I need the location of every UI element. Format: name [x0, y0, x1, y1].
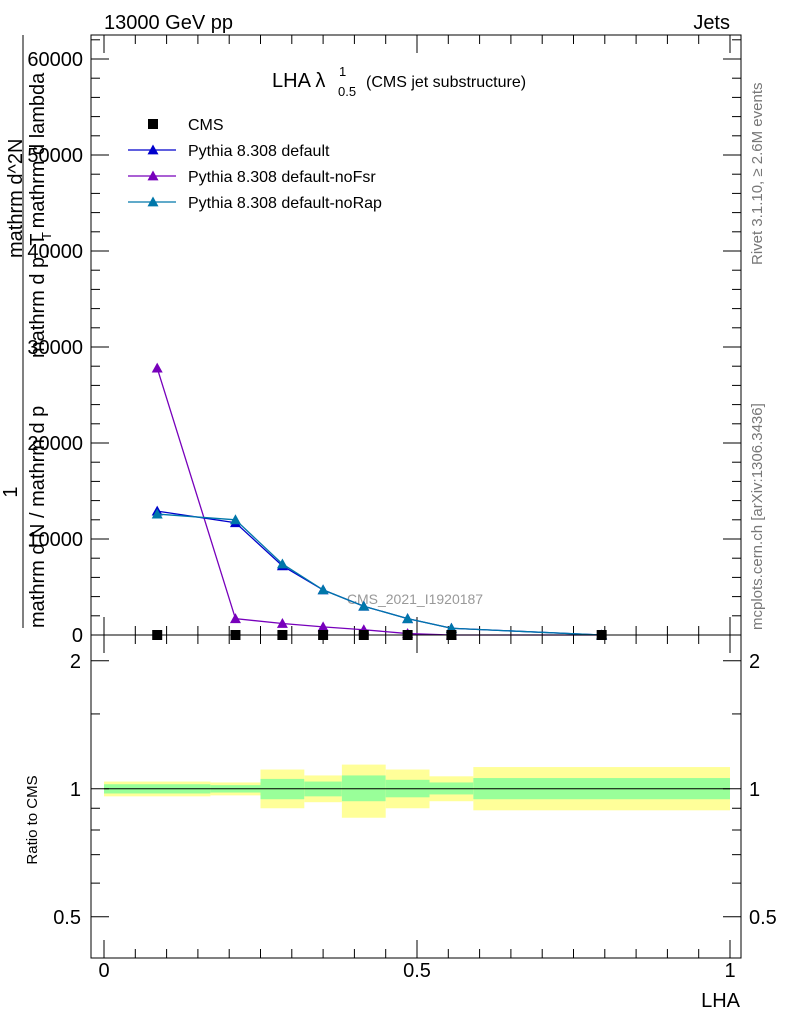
ratio-tick-labels: 0.5 0.5 1 1 2 2 0 0.5 1: [53, 651, 777, 982]
series-line-default: [157, 510, 602, 636]
y-tick-label: 60000: [27, 49, 83, 71]
title-sup: 1: [339, 64, 346, 79]
x-axis-title: LHA: [701, 990, 741, 1012]
y-title-T: T: [39, 232, 54, 240]
title-main: LHA λ: [272, 70, 325, 92]
series-default: [151, 505, 608, 640]
legend-marker: [147, 144, 159, 155]
legend-item-noRap: Pythia 8.308 default-noRap: [128, 195, 382, 212]
y-axis-title: 1 mathrm d N / mathrm d p mathrm d^2N ma…: [0, 35, 54, 628]
series-noRap: [151, 508, 608, 640]
watermark: CMS_2021_I1920187: [347, 591, 483, 607]
data-point-noRap: [402, 613, 414, 624]
data-point-noFsr: [317, 621, 329, 632]
x-tick-label: 0: [98, 960, 109, 982]
y-tick-label: 20000: [27, 433, 83, 455]
main-tick-labels: 0 10000 20000 30000 40000 50000 60000: [27, 49, 83, 647]
legend-marker: [147, 196, 159, 207]
legend-marker: [147, 170, 159, 181]
x-tick-label: 0.5: [403, 960, 431, 982]
y-title-numerator: 1: [0, 486, 22, 497]
y-tick-label: 10000: [27, 529, 83, 551]
main-panel: 0 10000 20000 30000 40000 50000 60000 CMS_2021…: [0, 34, 742, 647]
mcplots-label: mcplots.cern.ch [arXiv:1306.3436]: [749, 403, 766, 630]
y-title-line-2: mathrm d^2N: [5, 139, 27, 258]
legend-item-cms: CMS: [148, 117, 224, 134]
data-point-noFsr: [229, 613, 241, 624]
header-right: Jets: [693, 12, 730, 34]
ratio-y-title: Ratio to CMS: [24, 775, 41, 864]
legend-label: Pythia 8.308 default: [188, 143, 330, 160]
data-point-noRap: [229, 514, 241, 525]
ratio-y-tick-label-left: 1: [70, 779, 81, 801]
rivet-label: Rivet 3.1.10, ≥ 2.6M events: [749, 83, 766, 266]
series-line-noRap: [157, 513, 602, 636]
y-tick-label: 40000: [27, 241, 83, 263]
ratio-bands: [104, 764, 730, 818]
chart-title: LHA λ 1 0.5 (CMS jet substructure): [272, 64, 526, 99]
y-tick-label: 0: [72, 625, 83, 647]
legend-item-noFsr: Pythia 8.308 default-noFsr: [128, 169, 376, 186]
data-point-noRap: [317, 584, 329, 595]
title-sub: 0.5: [338, 84, 356, 99]
y-tick-label: 30000: [27, 337, 83, 359]
legend-marker: [148, 119, 158, 129]
ratio-y-tick-label-right: 2: [749, 651, 760, 673]
x-tick-label: 1: [724, 960, 735, 982]
y-title-line-1: mathrm d N / mathrm d p: [27, 406, 49, 628]
data-point-noRap: [151, 508, 163, 519]
ratio-y-tick-label-left: 0.5: [53, 907, 81, 929]
title-suffix: (CMS jet substructure): [366, 74, 526, 91]
ratio-y-tick-label-right: 0.5: [749, 907, 777, 929]
legend: CMS Pythia 8.308 default Pythia 8.308 defa…: [128, 117, 382, 212]
legend-label: CMS: [188, 117, 224, 134]
ratio-frame: [90, 634, 742, 959]
legend-label: Pythia 8.308 default-noRap: [188, 195, 382, 212]
y-title-line-3: mathrm d p_T mathrm d lambda: [27, 72, 49, 358]
ratio-y-tick-label-right: 1: [749, 779, 760, 801]
ratio-y-tick-label-left: 2: [70, 651, 81, 673]
y-tick-label: 50000: [27, 145, 83, 167]
data-point-noRap: [276, 558, 288, 569]
legend-item-default: Pythia 8.308 default: [128, 143, 330, 160]
main-axis-ticks: [91, 35, 741, 636]
ratio-axis-ticks: [91, 635, 741, 958]
data-point-noFsr: [276, 617, 288, 628]
data-point-noFsr: [151, 362, 163, 373]
data-point-noRap: [358, 600, 370, 611]
header-left: 13000 GeV pp: [104, 12, 233, 34]
legend-label: Pythia 8.308 default-noFsr: [188, 169, 376, 186]
ratio-panel: 0.5 0.5 1 1 2 2 0 0.5 1 Ratio to CMS LHA: [24, 634, 777, 1012]
